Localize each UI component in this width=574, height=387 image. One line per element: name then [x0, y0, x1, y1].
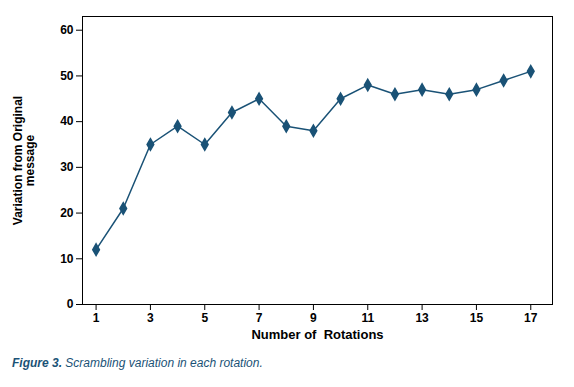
- html-text:Figure 3. Scrambling variation: Figure 3. Scrambling variation in each r…: [12, 356, 263, 370]
- svg-text:11: 11: [361, 311, 374, 325]
- svg-text:30: 30: [60, 160, 74, 174]
- svg-text:5: 5: [201, 311, 208, 325]
- svg-text:9: 9: [310, 311, 317, 325]
- svg-text:60: 60: [60, 23, 74, 37]
- svg-text:Variation from Originalmessage: Variation from Originalmessage: [11, 96, 37, 225]
- svg-text:15: 15: [470, 311, 484, 325]
- svg-text:7: 7: [256, 311, 263, 325]
- svg-text:50: 50: [60, 69, 74, 83]
- svg-text:10: 10: [60, 252, 74, 266]
- svg-text:20: 20: [60, 206, 74, 220]
- svg-text:1: 1: [93, 311, 100, 325]
- svg-text:Number of Rotations: Number of Rotations: [251, 327, 383, 342]
- svg-text:3: 3: [147, 311, 154, 325]
- svg-text:0: 0: [67, 297, 74, 311]
- svg-text:13: 13: [415, 311, 429, 325]
- svg-text:40: 40: [60, 114, 74, 128]
- svg-text:17: 17: [524, 311, 538, 325]
